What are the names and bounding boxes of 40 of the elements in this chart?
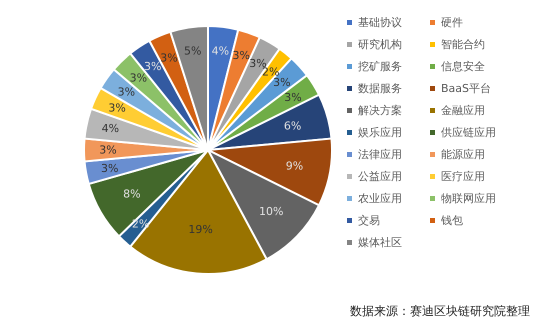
- data-label: 3%: [144, 60, 162, 74]
- legend-label: 医疗应用: [441, 170, 485, 183]
- data-label: 3%: [108, 102, 126, 115]
- data-label: 3%: [160, 51, 178, 64]
- data-label: 3%: [118, 86, 136, 99]
- legend-label: BaaS平台: [441, 82, 492, 95]
- data-label: 3%: [130, 72, 148, 85]
- legend-label: 智能合约: [441, 38, 485, 51]
- data-label: 3%: [232, 49, 250, 62]
- legend-label: 研究机构: [358, 38, 402, 51]
- data-label: 5%: [184, 44, 202, 58]
- legend-label: 基础协议: [358, 16, 402, 29]
- legend-label: 农业应用: [358, 192, 402, 205]
- legend-label: 媒体社区: [358, 236, 402, 249]
- legend-label: 信息安全: [441, 60, 485, 73]
- data-label: 3%: [284, 90, 302, 104]
- source-note: 数据来源：赛迪区块链研究院整理: [350, 304, 530, 318]
- data-label: 6%: [284, 119, 302, 132]
- data-label: 4%: [212, 44, 230, 58]
- legend-label: 挖矿服务: [358, 60, 402, 73]
- data-label: 3%: [273, 76, 291, 90]
- data-label: 4%: [102, 122, 120, 136]
- legend-label: 公益应用: [358, 170, 402, 183]
- data-label: 3%: [99, 144, 117, 156]
- data-label: 19%: [188, 223, 213, 236]
- legend-label: 娱乐应用: [358, 126, 402, 139]
- legend-label: 法律应用: [358, 148, 402, 161]
- legend-label: 能源应用: [441, 148, 485, 161]
- legend-label: 数据服务: [358, 82, 402, 95]
- legend-label: 供应链应用: [441, 126, 496, 139]
- data-label: 10%: [258, 204, 284, 218]
- data-label: 3%: [100, 162, 118, 175]
- legend-label: 硬件: [441, 16, 463, 29]
- legend-label: 解决方案: [358, 104, 402, 117]
- legend-label: 物联网应用: [441, 192, 496, 205]
- legend-label: 钱包: [440, 214, 463, 227]
- data-label: 8%: [123, 188, 141, 200]
- data-label: 9%: [286, 160, 304, 173]
- legend-label: 交易: [358, 214, 380, 227]
- legend-label: 金融应用: [441, 104, 485, 117]
